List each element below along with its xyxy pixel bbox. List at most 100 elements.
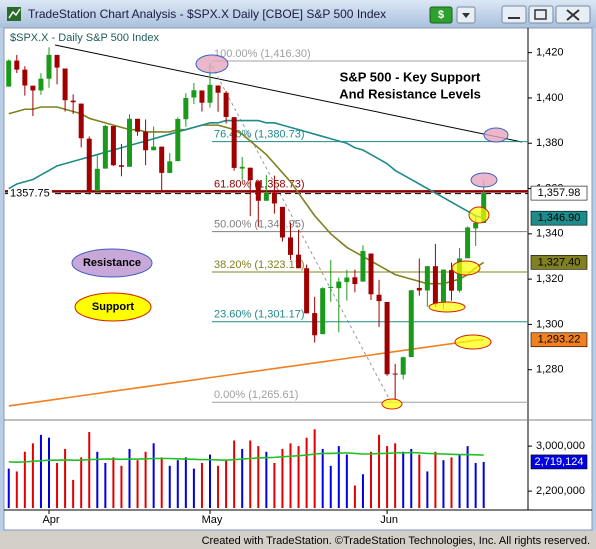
symbol-button-label[interactable]: $: [438, 9, 444, 21]
volume-bar: [442, 460, 445, 508]
candle-body: [191, 90, 197, 98]
restore-button[interactable]: [528, 5, 554, 24]
volume-bar: [39, 434, 42, 508]
y-tick-label: 2,200,000: [536, 485, 585, 497]
candle-body: [424, 266, 430, 291]
resistance-note: Resistance: [83, 257, 141, 269]
candle-body: [336, 281, 342, 289]
candle-body: [255, 181, 261, 201]
y-tick-label: 1,320: [536, 273, 564, 285]
candle-body: [183, 97, 189, 120]
candle-body: [167, 161, 173, 173]
candle-body: [376, 294, 382, 302]
candle-body: [175, 119, 181, 162]
x-tick-label: Apr: [42, 514, 59, 526]
candle-body: [465, 227, 471, 259]
volume-bar: [281, 448, 284, 508]
volume-bar: [104, 463, 107, 508]
volume-bar: [337, 446, 340, 508]
candle-body: [94, 168, 100, 192]
volume-bar: [72, 479, 75, 508]
footer-bar: [0, 531, 596, 549]
volume-bar: [418, 454, 421, 508]
volume-bar: [120, 465, 123, 508]
candle-body: [151, 146, 157, 151]
resistance-key: [71, 248, 153, 278]
volume-bar: [458, 454, 461, 508]
reference-label: 1357.75: [10, 188, 50, 200]
candle-body: [127, 118, 132, 167]
support-note: Support: [92, 301, 134, 313]
volume-bar: [466, 446, 469, 508]
moving-average: [8, 338, 484, 407]
candle-body: [102, 126, 108, 169]
x-tick-label: May: [202, 514, 223, 526]
volume-bar: [273, 463, 276, 508]
highlight-ellipse: [454, 334, 492, 350]
volume-bar: [184, 457, 187, 508]
y-tick-label: 1,420: [536, 47, 564, 59]
candle-body: [368, 253, 374, 295]
candle-body: [296, 254, 302, 269]
footer: Created with TradeStation. ©TradeStation…: [202, 535, 590, 547]
volume-bar: [23, 451, 26, 508]
volume-bar: [64, 448, 67, 508]
highlight-ellipse: [468, 206, 490, 224]
candle-body: [408, 290, 414, 358]
last-value-box: [530, 332, 588, 348]
highlight-ellipse: [428, 301, 466, 313]
volume-bar: [233, 440, 236, 508]
fib-label: 23.60% (1,301.17): [214, 309, 305, 321]
candle-body: [6, 60, 12, 87]
volume-bar: [15, 471, 18, 508]
volume-bar: [410, 448, 413, 508]
candle-body: [432, 266, 438, 305]
volume-bar: [353, 485, 356, 508]
last-value-label: 1,327.40: [538, 256, 581, 268]
candle-body: [22, 69, 28, 86]
volume-bar: [378, 434, 381, 508]
candle-body: [207, 84, 213, 103]
volume-average: [8, 451, 484, 463]
window-title: TradeStation Chart Analysis - $SPX.X Dai…: [28, 7, 386, 21]
volume-bar: [474, 463, 477, 508]
chart-title: $SPX.X - Daily S&P 500 Index: [10, 32, 159, 44]
volume-bar: [370, 451, 372, 508]
y-tick-label: 3,000,000: [536, 440, 585, 452]
candle-body: [312, 313, 318, 336]
volume-bar: [289, 443, 292, 508]
candle-body: [215, 85, 221, 93]
highlight-ellipse: [483, 127, 509, 143]
volume-bar: [297, 446, 300, 508]
title-bar: [0, 0, 596, 28]
volume-bar: [56, 463, 59, 508]
candle-body: [199, 90, 205, 103]
symbol-button[interactable]: [429, 6, 453, 24]
candle-body: [328, 286, 334, 288]
last-value-label: 1,346.90: [538, 212, 581, 224]
last-value-box: [530, 210, 588, 226]
volume-bar: [402, 451, 405, 508]
candle-body: [360, 251, 366, 282]
highlight-ellipse: [195, 54, 229, 74]
candle-body: [440, 269, 446, 304]
volume-bar: [168, 465, 171, 508]
candle-body: [223, 92, 229, 117]
candle-body: [416, 287, 422, 291]
candle-body: [78, 103, 84, 139]
candle-body: [392, 373, 398, 375]
minimize-button[interactable]: [501, 5, 527, 24]
y-tick-label: 1,380: [536, 137, 564, 149]
data-layer: 1,2801,3001,3201,3401,3601,3801,4001,420…: [5, 47, 588, 526]
app-icon-glyph: [8, 8, 21, 19]
fib-connector: [211, 65, 393, 405]
annotation: S&P 500 - Key Support: [340, 69, 481, 84]
volume-bar: [209, 454, 211, 508]
volume-bar: [426, 471, 429, 508]
candle-body: [38, 78, 44, 91]
candle-body: [118, 165, 124, 167]
volume-bar: [96, 451, 99, 508]
volume-bar: [225, 460, 228, 508]
